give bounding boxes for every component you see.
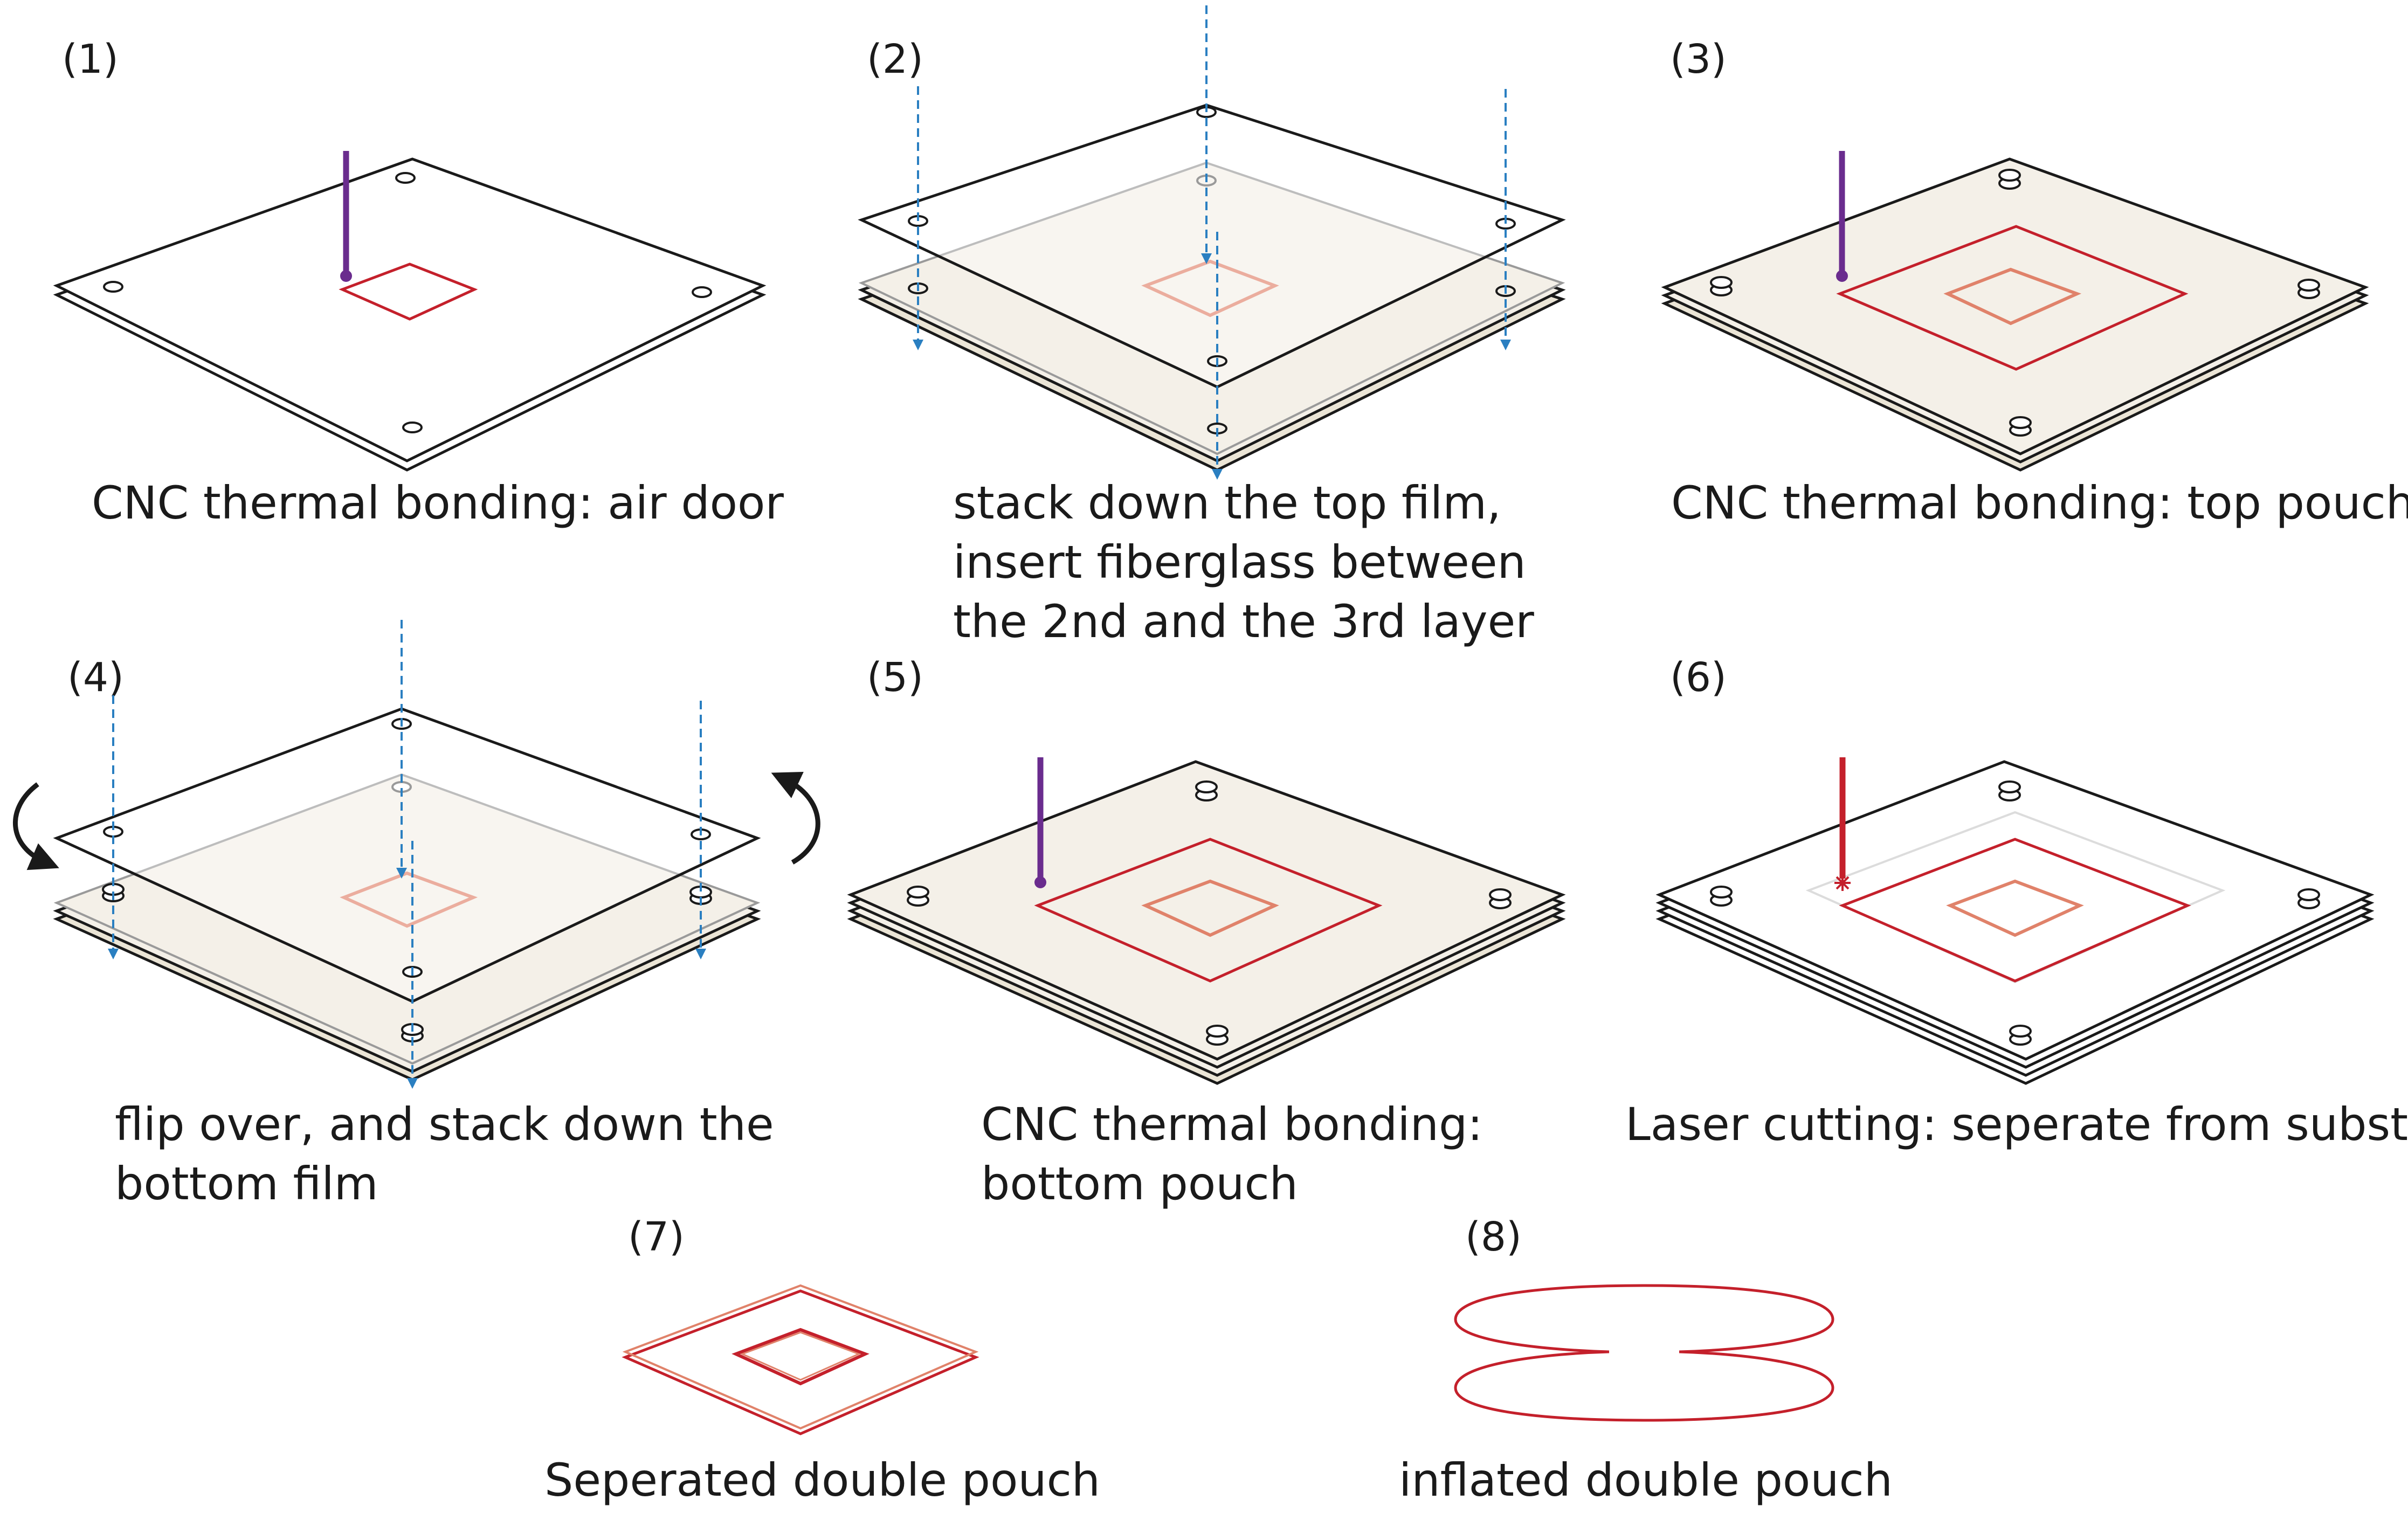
panel-4: (4) flip over, and stack down the bot [12, 620, 820, 1210]
top-pouch-seal [1836, 225, 2189, 371]
step-number: (4) [67, 654, 124, 701]
alignment-guide-line [913, 5, 1511, 480]
panel-2: (2) stack down the top film, insert fibe… [858, 5, 1566, 648]
rotate-arrow-icon [771, 771, 820, 865]
step-caption: CNC thermal bonding: top pouch [1671, 476, 2408, 529]
step-caption: the 2nd and the 3rd layer [953, 595, 1534, 648]
rotate-arrow-icon [12, 782, 59, 870]
alignment-guide-line [108, 620, 706, 1089]
cnc-tool-icon [1836, 151, 1848, 282]
air-door-seal [1946, 879, 2084, 937]
cnc-tool-icon [1034, 757, 1046, 888]
separated-double-pouch [622, 1284, 979, 1435]
step-caption: Laser cutting: seperate from substrate [1625, 1098, 2408, 1151]
step-number: (2) [867, 36, 923, 82]
peg-hole-icon [907, 780, 1512, 1046]
cnc-tool-icon [340, 151, 352, 282]
air-door-seal [1141, 259, 1279, 317]
peg-hole-icon [103, 281, 123, 293]
step-number: (8) [1465, 1214, 1522, 1260]
panel-1: (1) CNC thermal bonding: air door [53, 36, 784, 529]
step-caption: CNC thermal bonding: [981, 1098, 1483, 1151]
step-caption: flip over, and stack down the [115, 1098, 774, 1151]
step-caption: bottom film [115, 1157, 378, 1210]
bottom-pouch-seal [1839, 838, 2191, 983]
step-number: (1) [62, 36, 119, 82]
inflated-double-pouch [1454, 1284, 1834, 1422]
peg-hole-icon [402, 421, 423, 433]
air-door-seal [1141, 879, 1279, 937]
air-door-seal [339, 262, 478, 321]
panel-3: (3) CNC thermal bonding: top pouch [1661, 36, 2408, 529]
panel-5: (5) CNC thermal bonding: bottom pouch [847, 654, 1566, 1210]
step-caption: inflated double pouch [1399, 1454, 1893, 1507]
bottom-pouch-seal [1034, 838, 1383, 983]
panel-8: (8) inflated double pouch [1399, 1214, 1893, 1507]
step-number: (5) [867, 654, 923, 701]
air-door-seal [1943, 267, 2081, 326]
peg-hole-icon [1710, 169, 2320, 437]
step-caption: bottom pouch [981, 1157, 1298, 1210]
laser-beam-icon [1834, 757, 1851, 891]
bottom-film [53, 707, 761, 1003]
step-caption: insert fiberglass between [953, 536, 1526, 589]
step-number: (6) [1670, 654, 1727, 701]
peg-hole-icon [395, 172, 416, 184]
step-number: (3) [1670, 36, 1727, 82]
film-stack [847, 760, 1566, 1085]
panel-6: (6) Laser cutting: seperate from substra… [1625, 654, 2408, 1151]
step-caption: CNC thermal bonding: air door [92, 476, 784, 529]
step-caption: Seperated double pouch [544, 1454, 1100, 1507]
step-caption: stack down the top film, [953, 476, 1501, 529]
panel-7: (7) Seperated double pouch [544, 1214, 1100, 1507]
peg-hole-icon [692, 286, 712, 298]
air-door-seal [340, 871, 478, 928]
top-film [858, 103, 1566, 389]
step-number: (7) [628, 1214, 685, 1260]
peg-hole-icon [1710, 780, 2320, 1046]
